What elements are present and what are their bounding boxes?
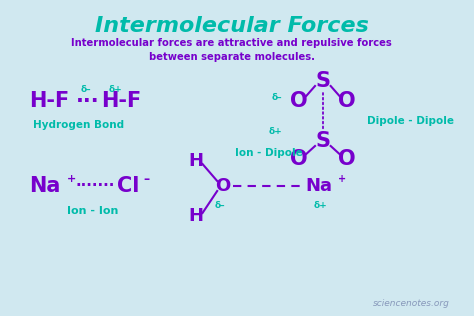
Text: O: O — [290, 149, 307, 169]
Text: +: + — [66, 174, 76, 184]
Text: H-F: H-F — [29, 91, 70, 111]
Text: O: O — [338, 91, 356, 111]
Text: S: S — [315, 71, 330, 91]
Text: Cl: Cl — [118, 176, 140, 196]
Text: Hydrogen Bond: Hydrogen Bond — [33, 120, 124, 130]
Text: S: S — [315, 131, 330, 151]
Text: Ion - Dipole: Ion - Dipole — [235, 148, 303, 158]
Text: δ–: δ– — [272, 94, 283, 102]
Text: Na: Na — [29, 176, 61, 196]
Text: Ion - Ion: Ion - Ion — [67, 206, 118, 216]
Text: ···: ··· — [76, 91, 100, 111]
Text: O: O — [338, 149, 356, 169]
Text: ·······: ······· — [75, 179, 115, 193]
Text: H: H — [188, 207, 203, 225]
Text: Na: Na — [305, 177, 332, 195]
Text: δ–: δ– — [81, 85, 91, 94]
Text: sciencenotes.org: sciencenotes.org — [373, 299, 450, 308]
Text: O: O — [290, 91, 307, 111]
Text: δ+: δ+ — [109, 85, 122, 94]
Text: Intermolecular Forces: Intermolecular Forces — [95, 16, 369, 36]
Text: Dipole - Dipole: Dipole - Dipole — [367, 116, 454, 126]
Text: H-F: H-F — [101, 91, 141, 111]
Text: Intermolecular forces are attractive and repulsive forces
between separate molec: Intermolecular forces are attractive and… — [72, 38, 392, 62]
Text: δ+: δ+ — [314, 201, 328, 210]
Text: H: H — [188, 152, 203, 170]
Text: –: – — [144, 173, 150, 185]
Text: +: + — [337, 174, 346, 184]
Text: δ+: δ+ — [269, 126, 283, 136]
Text: δ–: δ– — [215, 201, 226, 210]
Text: O: O — [215, 177, 231, 195]
